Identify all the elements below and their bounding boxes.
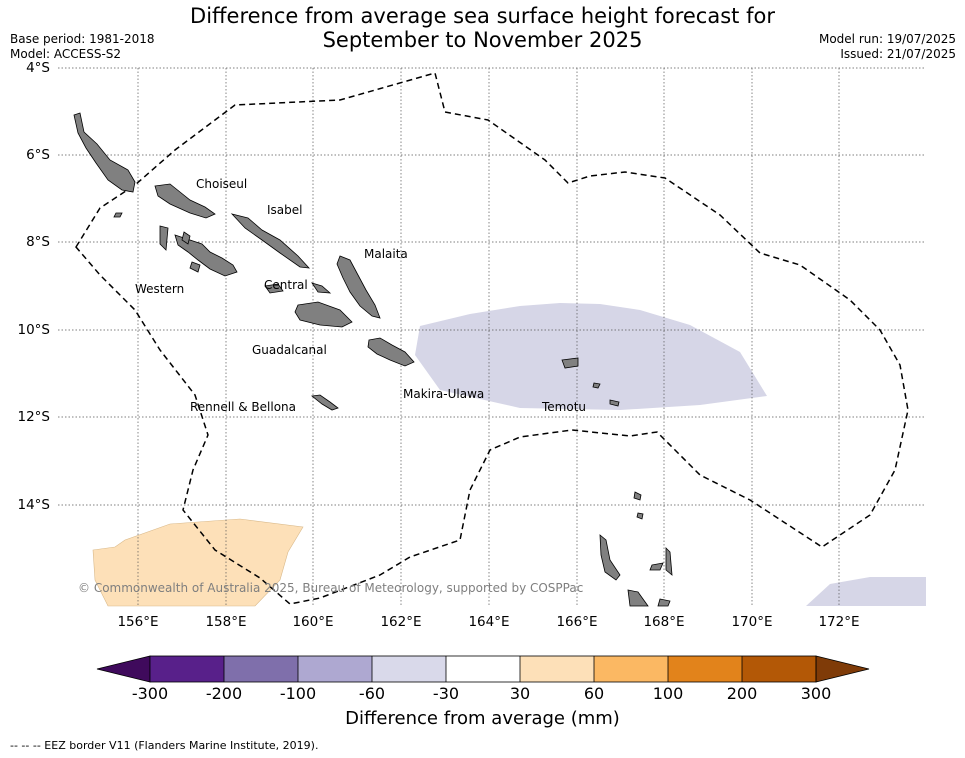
- colorbar-bin-4: [372, 656, 446, 682]
- island-vanuatu-5: [633, 491, 642, 501]
- colorbar-min-extend: [96, 655, 151, 683]
- colorbar-bin-7: [594, 656, 668, 682]
- island-temotu-2: [592, 382, 601, 389]
- colorbar-bin-1: [150, 656, 224, 682]
- colorbar-tick: 60: [583, 684, 605, 703]
- lat-label-10s: 10°S: [17, 322, 51, 338]
- colorbar-tick: -100: [279, 684, 317, 703]
- eez-footnote: -- -- -- EEZ border V11 (Flanders Marine…: [10, 739, 319, 752]
- island-vanuatu-3: [649, 562, 664, 571]
- colorbar-tick: -30: [432, 684, 460, 703]
- island-makira: [367, 337, 415, 367]
- lat-label-12s: 12°S: [17, 409, 51, 425]
- anomaly-area-negative-corner: [806, 577, 926, 606]
- region-rennell-bellona: Rennell & Bellona: [190, 400, 296, 414]
- lon-label-166e: 166°E: [556, 614, 598, 630]
- lon-label-160e: 160°E: [292, 614, 334, 630]
- island-vanuatu-1: [599, 534, 621, 581]
- lon-label-156e: 156°E: [117, 614, 159, 630]
- lon-label-172e: 172°E: [818, 614, 860, 630]
- island-new-georgia: [174, 234, 238, 277]
- model-run: Model run: 19/07/2025: [818, 32, 956, 46]
- island-small-3: [189, 261, 201, 273]
- colorbar-tick: 100: [652, 684, 684, 703]
- colorbar-bin-8: [668, 656, 742, 682]
- island-vella-lavella: [154, 183, 216, 219]
- colorbar-bin-9: [742, 656, 816, 682]
- lon-label-168e: 168°E: [643, 614, 685, 630]
- meta-left: Base period: 1981-2018 Model: ACCESS-S2: [10, 32, 155, 62]
- island-florida: [311, 282, 332, 294]
- title-line-2: September to November 2025: [322, 28, 643, 52]
- colorbar-bin-5: [446, 656, 520, 682]
- anomaly-area-positive: [92, 518, 304, 607]
- region-western: Western: [135, 282, 184, 296]
- island-small-1: [159, 225, 169, 251]
- region-guadalcanal: Guadalcanal: [252, 343, 327, 357]
- island-choiseul: [73, 112, 136, 193]
- island-russell: [264, 283, 284, 294]
- colorbar-tick: -200: [205, 684, 243, 703]
- title-line-1: Difference from average sea surface heig…: [190, 4, 775, 28]
- island-guadalcanal: [294, 301, 353, 328]
- meta-right: Model run: 19/07/2025 Issued: 21/07/2025: [819, 32, 956, 62]
- model-name: Model: ACCESS-S2: [10, 47, 122, 61]
- colorbar-bin-6: [520, 656, 594, 682]
- island-small-2: [181, 231, 191, 245]
- colorbar-max-extend: [815, 655, 870, 683]
- region-isabel: Isabel: [267, 203, 302, 217]
- island-temotu-1: [561, 357, 579, 369]
- island-isabel: [230, 213, 311, 269]
- lon-label-158e: 158°E: [205, 614, 247, 630]
- region-makira-ulawa: Makira-Ulawa: [403, 387, 484, 401]
- island-rennell: [311, 394, 339, 411]
- lon-label-170e: 170°E: [731, 614, 773, 630]
- island-small-4: [113, 212, 123, 218]
- colorbar-tick: 300: [800, 684, 832, 703]
- land-areas: [73, 112, 673, 607]
- colorbar-tick: 30: [509, 684, 531, 703]
- island-malaita: [336, 255, 381, 319]
- island-vanuatu-7: [657, 598, 671, 607]
- colorbar-tick: -60: [358, 684, 386, 703]
- lat-label-6s: 6°S: [26, 147, 50, 163]
- graticule: [58, 67, 926, 606]
- map-title: Difference from average sea surface heig…: [0, 4, 965, 52]
- colorbar-bin-2: [224, 656, 298, 682]
- colorbar-tick: -300: [131, 684, 169, 703]
- island-temotu-3: [609, 399, 620, 407]
- issued-date: Issued: 21/07/2025: [840, 47, 956, 61]
- region-central: Central: [264, 278, 308, 292]
- colorbar-bin-3: [298, 656, 372, 682]
- colorbar-tick: 200: [726, 684, 758, 703]
- lat-label-14s: 14°S: [17, 497, 51, 513]
- island-vanuatu-2: [627, 589, 649, 607]
- colorbar-title: Difference from average (mm): [345, 708, 620, 729]
- lat-label-4s: 4°S: [26, 60, 50, 76]
- lat-label-8s: 8°S: [26, 234, 50, 250]
- lon-label-162e: 162°E: [380, 614, 422, 630]
- base-period: Base period: 1981-2018: [10, 32, 155, 46]
- region-malaita: Malaita: [364, 247, 408, 261]
- copyright-notice: © Commonwealth of Australia 2025, Bureau…: [78, 581, 583, 595]
- island-vanuatu-4: [665, 547, 673, 576]
- island-vanuatu-6: [636, 512, 644, 520]
- lon-label-164e: 164°E: [468, 614, 510, 630]
- region-temotu: Temotu: [541, 400, 586, 414]
- colorbar: [96, 655, 870, 683]
- region-choiseul: Choiseul: [196, 177, 247, 191]
